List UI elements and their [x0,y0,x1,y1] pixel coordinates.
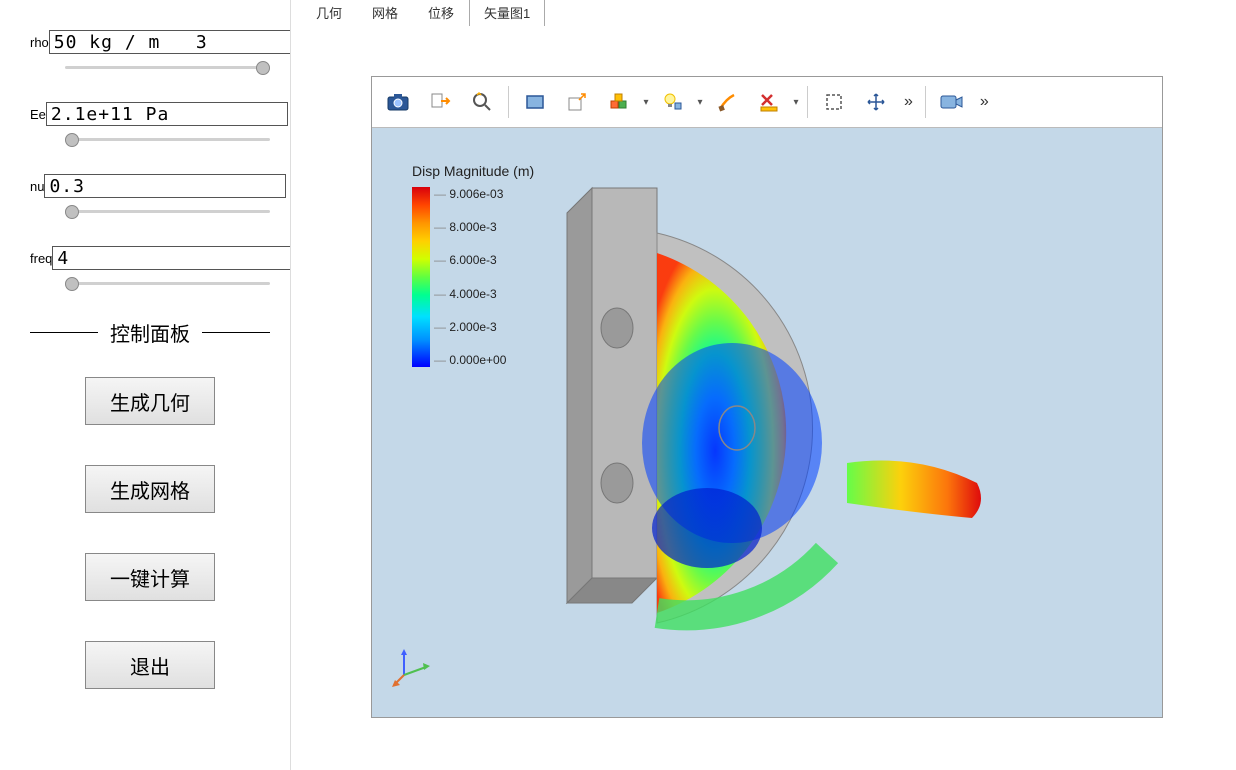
toolbar-more-2[interactable]: » [974,93,995,111]
tab-displacement[interactable]: 位移 [413,0,469,26]
one-click-compute-button[interactable]: 一键计算 [85,553,215,601]
expand-window-icon[interactable] [557,83,597,121]
param-label-nu: nu [30,179,44,194]
legend-ticks: 9.006e-03 8.000e-3 6.000e-3 4.000e-3 2.0… [434,187,506,367]
generate-mesh-button[interactable]: 生成网格 [85,465,215,513]
cubes-dropdown[interactable]: ▾ [641,97,651,108]
lightbulb-icon[interactable] [653,83,693,121]
param-input-ee[interactable] [46,102,288,126]
exit-button[interactable]: 退出 [85,641,215,689]
viewer-panel: 几何 网格 位移 矢量图1 ▾ ▾ [290,0,1236,770]
viewer-toolbar: ▾ ▾ ▾ » » [372,77,1162,128]
move-arrows-icon[interactable] [856,83,896,121]
legend-color-strip [412,187,430,367]
tab-bar: 几何 网格 位移 矢量图1 [291,0,1236,26]
color-legend: Disp Magnitude (m) 9.006e-03 8.000e-3 6.… [412,163,534,367]
viewport-3d[interactable]: Disp Magnitude (m) 9.006e-03 8.000e-3 6.… [372,128,1162,717]
param-row-nu: nu [30,174,270,198]
param-row-freq: freq [30,246,270,270]
parameter-panel: rho Ee nu freq 控制面板 [0,0,290,770]
param-slider-freq[interactable] [65,276,270,290]
control-panel-header: 控制面板 [30,318,270,347]
tab-geometry[interactable]: 几何 [301,0,357,26]
param-row-ee: Ee [30,102,270,126]
ruler-dropdown[interactable]: ▾ [791,97,801,108]
tab-mesh[interactable]: 网格 [357,0,413,26]
lightbulb-dropdown[interactable]: ▾ [695,97,705,108]
param-input-freq[interactable] [52,246,294,270]
toolbar-more-1[interactable]: » [898,93,919,111]
param-slider-ee[interactable] [65,132,270,146]
legend-title: Disp Magnitude (m) [412,163,534,179]
param-input-rho[interactable] [49,30,291,54]
screenshot-icon[interactable] [378,83,418,121]
zoom-search-icon[interactable] [462,83,502,121]
param-slider-rho[interactable] [65,60,270,74]
cubes-icon[interactable] [599,83,639,121]
brush-icon[interactable] [707,83,747,121]
param-label-ee: Ee [30,107,46,122]
param-slider-nu[interactable] [65,204,270,218]
control-panel-title: 控制面板 [98,318,202,347]
param-label-freq: freq [30,251,52,266]
param-label-rho: rho [30,35,49,50]
camera-icon[interactable] [932,83,972,121]
select-box-icon[interactable] [814,83,854,121]
rectangle-icon[interactable] [515,83,555,121]
axis-triad-icon [392,647,432,687]
export-icon[interactable] [420,83,460,121]
model-rendering [557,183,1117,717]
param-row-rho: rho [30,30,270,54]
param-input-nu[interactable] [44,174,286,198]
tab-vector[interactable]: 矢量图1 [469,0,545,26]
generate-geometry-button[interactable]: 生成几何 [85,377,215,425]
ruler-x-icon[interactable] [749,83,789,121]
viewer-frame: ▾ ▾ ▾ » » Disp Magnitude (m) [371,76,1163,718]
